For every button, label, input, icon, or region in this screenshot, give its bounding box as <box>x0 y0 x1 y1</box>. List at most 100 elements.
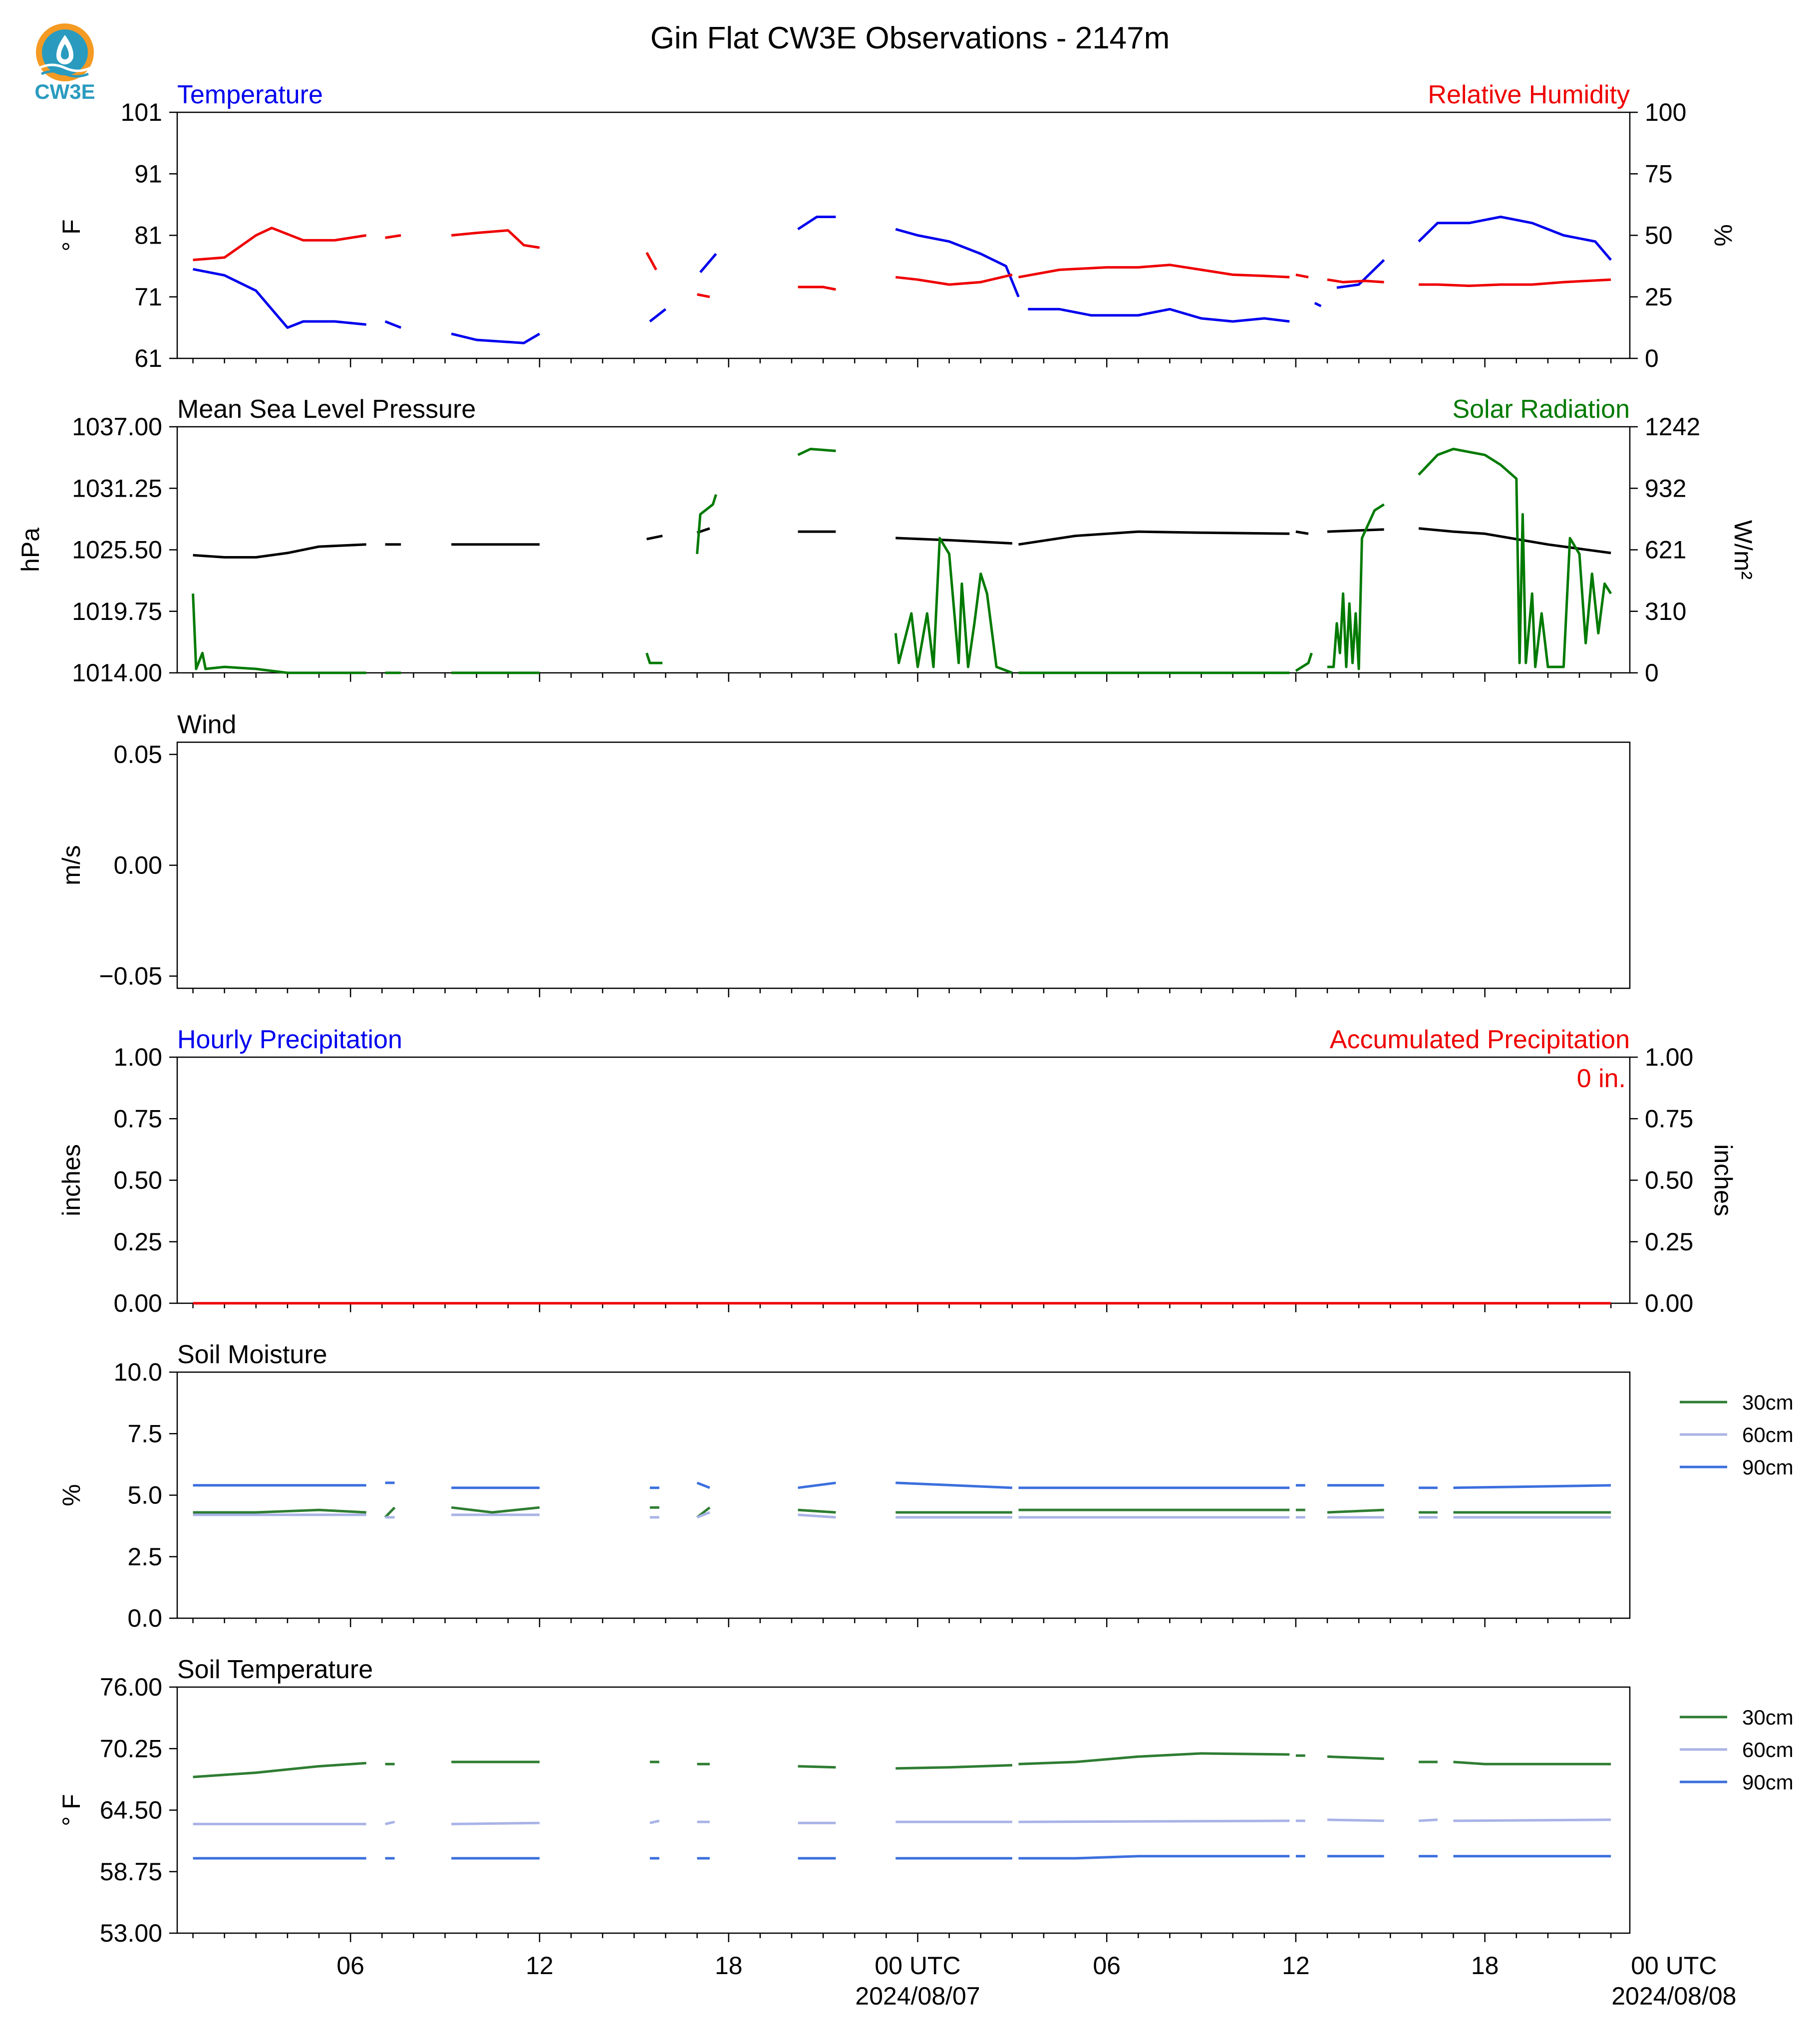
y-right-tick-label: 0.50 <box>1645 1166 1693 1194</box>
series-line-left <box>1336 259 1385 289</box>
y-tick-label: 0.05 <box>114 740 162 768</box>
x-tick-label: 18 <box>715 1952 743 1980</box>
y-tick-label: 70.25 <box>100 1735 162 1762</box>
series-line-left <box>193 543 366 559</box>
x-date-label: 2024/08/08 <box>1611 1982 1736 2010</box>
panel-title-right: Accumulated Precipitation <box>1330 1025 1630 1054</box>
y-right-tick-label: 100 <box>1645 98 1686 126</box>
logo-text: CW3E <box>34 80 95 103</box>
series-line-60cm <box>451 1821 540 1825</box>
series-line-90cm <box>1453 1484 1611 1489</box>
series-line-30cm <box>798 1765 836 1769</box>
series-line-60cm <box>385 1820 395 1825</box>
plot-frame <box>176 1686 1631 1934</box>
y-right-tick-label: 310 <box>1645 597 1686 625</box>
series-line-right <box>1018 264 1290 279</box>
plot-frame <box>176 1371 1631 1619</box>
y-right-tick-label: 0.25 <box>1645 1228 1693 1256</box>
legend-label: 60cm <box>1742 1423 1794 1447</box>
series-line-left <box>1314 301 1322 307</box>
panel-title-left: Wind <box>177 710 236 739</box>
panel-3: 0.00 0.25 0.50 0.75 1.00 0.00 0.25 0.50 0.75 1.00… <box>57 1025 1737 1317</box>
panel-0: 61 71 81 91 101 0 25 50 75 100 Temperature Relative… <box>57 80 1737 372</box>
x-tick-label: 18 <box>1471 1952 1499 1980</box>
y-right-tick-label: 25 <box>1645 283 1673 311</box>
y-right-tick-label: 0.00 <box>1645 1289 1693 1317</box>
series-line-30cm <box>1018 1752 1290 1765</box>
y-right-tick-label: 1.00 <box>1645 1043 1693 1071</box>
series-line-90cm <box>896 1481 1012 1489</box>
logo-graphic: CW3E <box>34 23 95 103</box>
panel-title-right: Solar Radiation <box>1452 395 1630 424</box>
y-tick-label: 2.5 <box>127 1543 162 1571</box>
y-tick-label: 5.0 <box>127 1481 162 1509</box>
y-axis-label: % <box>57 1484 85 1506</box>
y-right-axis-label: % <box>1709 224 1737 246</box>
y-axis-label: ° F <box>57 1794 85 1826</box>
y-tick-label: 61 <box>134 344 162 372</box>
plot-frame <box>176 1056 1631 1304</box>
y-tick-label: 71 <box>134 283 162 311</box>
series-line-left <box>646 535 663 541</box>
series-line-right <box>1327 503 1385 670</box>
series-line-30cm <box>1327 1755 1384 1760</box>
plot-frame <box>176 741 1631 989</box>
panel-2: −0.05 0.00 0.05 Wind m/s <box>57 710 1631 997</box>
y-tick-label: 0.0 <box>127 1604 162 1632</box>
series-line-left <box>193 268 366 329</box>
y-right-tick-label: 0 <box>1645 344 1659 372</box>
series-line-left <box>797 216 836 231</box>
y-right-tick-label: 50 <box>1645 222 1673 250</box>
series-line-left <box>649 308 666 322</box>
series-line-right <box>192 593 366 674</box>
y-tick-label: 0.00 <box>114 1289 162 1317</box>
y-tick-label: 1031.25 <box>72 474 162 502</box>
y-tick-label: 0.25 <box>114 1228 162 1256</box>
series-line-left <box>384 320 402 329</box>
y-axis-label: ° F <box>57 219 85 251</box>
series-line-left <box>896 537 1012 545</box>
accumulated-total-label: 0 in. <box>1577 1064 1626 1093</box>
y-tick-label: 53.00 <box>100 1919 162 1947</box>
y-tick-label: 76.00 <box>100 1673 162 1701</box>
y-axis-label: m/s <box>57 845 85 885</box>
panel-title-left: Soil Moisture <box>177 1340 327 1369</box>
y-tick-label: 0.00 <box>114 852 162 879</box>
series-line-90cm <box>1018 1855 1290 1860</box>
x-tick-label: 00 UTC <box>875 1952 960 1980</box>
legend-label: 30cm <box>1742 1391 1794 1414</box>
series-line-left <box>699 253 717 274</box>
series-line-right <box>697 293 710 298</box>
y-axis-label: inches <box>57 1144 85 1216</box>
series-line-right <box>894 537 1013 674</box>
series-line-left <box>451 332 541 344</box>
y-tick-label: 101 <box>121 98 162 126</box>
figure-title: Gin Flat CW3E Observations - 2147m <box>650 21 1170 55</box>
series-line-30cm <box>193 1761 366 1778</box>
series-line-right <box>798 286 836 291</box>
series-line-30cm <box>798 1508 836 1514</box>
series-line-60cm <box>1018 1819 1290 1823</box>
panel-title-left: Temperature <box>177 80 323 109</box>
panel-title-right: Relative Humidity <box>1428 80 1630 109</box>
series-line-left <box>1418 216 1612 261</box>
y-tick-label: 1037.00 <box>72 413 162 441</box>
series-line-right <box>451 229 540 249</box>
y-tick-label: −0.05 <box>99 962 162 990</box>
x-tick-label: 06 <box>1093 1952 1121 1980</box>
y-right-tick-label: 932 <box>1645 474 1686 502</box>
series-line-60cm <box>798 1513 836 1519</box>
legend-label: 90cm <box>1742 1455 1794 1479</box>
y-right-axis-label: inches <box>1709 1144 1737 1216</box>
series-line-right <box>1295 652 1313 672</box>
y-right-tick-label: 75 <box>1645 160 1673 188</box>
series-line-30cm <box>451 1506 540 1514</box>
y-axis-label: hPa <box>16 528 44 572</box>
series-line-left <box>1028 307 1290 323</box>
series-line-left <box>1018 530 1290 546</box>
y-tick-label: 91 <box>134 160 162 188</box>
series-line-90cm <box>696 1481 710 1489</box>
series-line-right <box>895 273 1013 286</box>
series-line-right <box>645 652 663 664</box>
series-line-right <box>1419 278 1611 288</box>
